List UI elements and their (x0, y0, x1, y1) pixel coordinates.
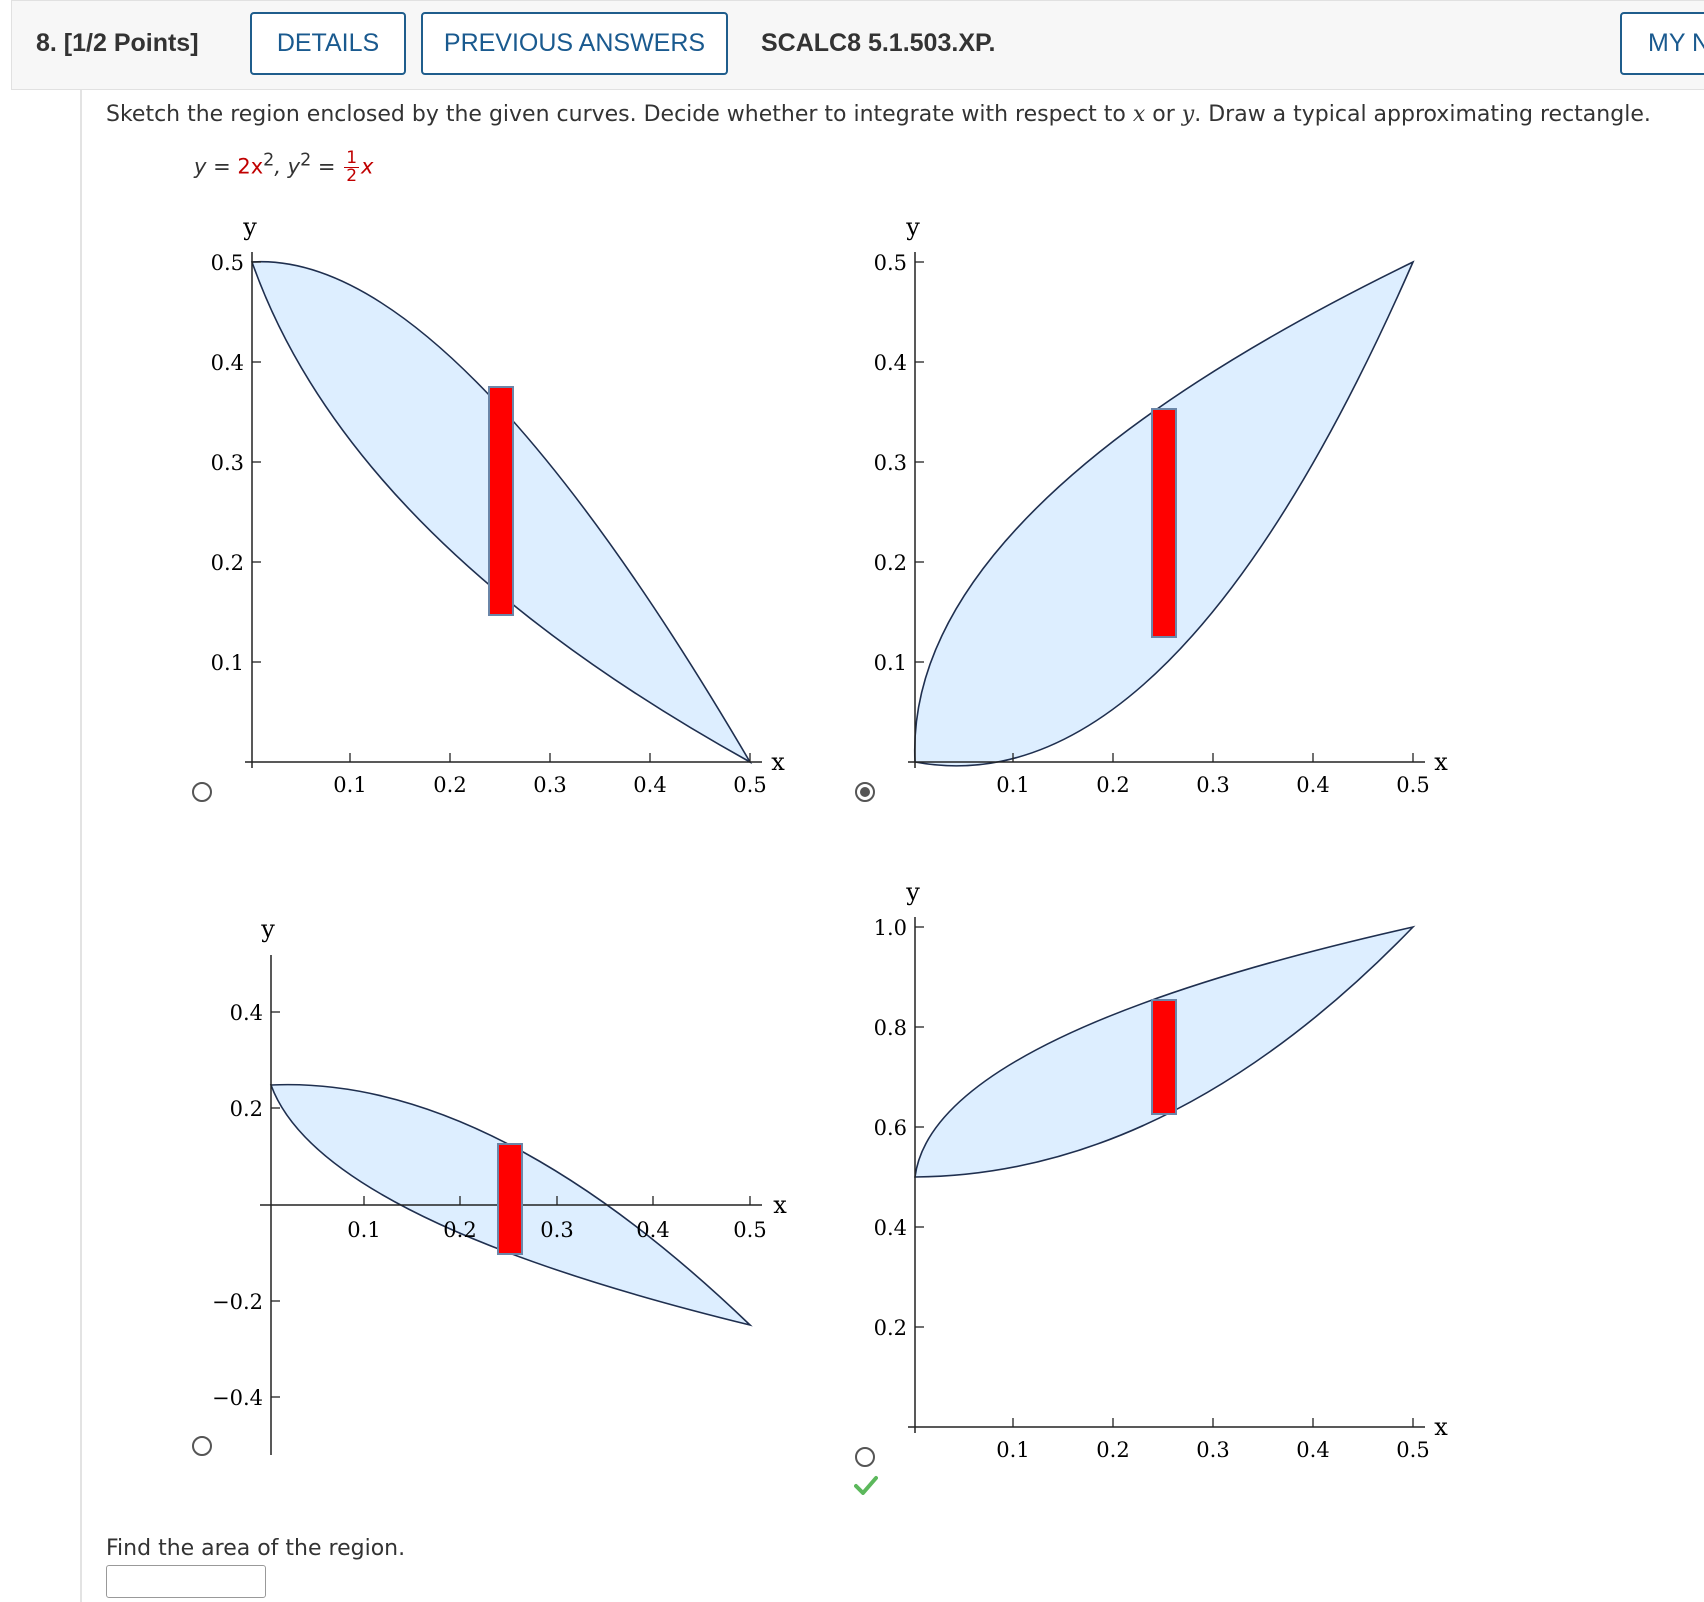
y-tick-label: 0.2 (874, 1316, 907, 1340)
x-tick-label: 0.2 (1096, 1438, 1129, 1462)
y-tick-label: 0.3 (874, 451, 907, 475)
y-tick-label: 0.2 (211, 551, 244, 575)
y-tick-label: 0.1 (874, 651, 907, 675)
y-tick-label: −0.2 (212, 1290, 263, 1314)
x-tick-label: 0.1 (333, 773, 366, 797)
plot-choice-d: y x 1.0 0.8 0.6 0.4 0.2 0.1 0.2 0.3 0.4 … (874, 878, 1449, 1462)
choice-a-radio[interactable] (192, 782, 212, 802)
y-tick-label: 0.5 (874, 251, 907, 275)
fraction-denominator: 2 (346, 166, 358, 186)
approximating-rectangle (488, 386, 514, 616)
var-y: y (1181, 102, 1195, 127)
x-tick-label: 0.4 (633, 773, 666, 797)
x-tick-label: 0.1 (996, 1438, 1029, 1462)
x-axis-label: x (773, 1191, 787, 1219)
eq-rhs1: 2x (237, 154, 264, 179)
plot-choice-c: y x 0.4 0.2 −0.2 −0.4 0.1 0.2 0.3 0.4 0.… (212, 915, 787, 1455)
choice-b-radio[interactable] (855, 782, 875, 802)
eq-equals: = (311, 154, 343, 179)
x-axis-label: x (1434, 1413, 1448, 1441)
plot-choice-a: y x 0.5 0.4 0.3 0.2 0.1 0.1 0.2 0.3 0.4 … (211, 213, 786, 797)
tick-marks (252, 261, 751, 762)
eq-exp2: 2 (300, 150, 312, 171)
y-tick-label: 0.6 (874, 1116, 907, 1140)
x-axis-label: x (771, 748, 785, 776)
content-border (80, 90, 82, 1602)
plot-choice-b: y x 0.5 0.4 0.3 0.2 0.1 0.1 0.2 0.3 0.4 … (874, 213, 1449, 797)
x-tick-label: 0.2 (1096, 773, 1129, 797)
y-tick-label: −0.4 (212, 1386, 263, 1410)
var-x: x (1132, 102, 1146, 127)
y-axis-label: y (905, 213, 920, 241)
y-tick-label: 0.5 (211, 251, 244, 275)
approximating-rectangle (1151, 408, 1177, 638)
x-tick-label: 0.2 (433, 773, 466, 797)
y-axis-label: y (260, 915, 275, 943)
y-tick-label: 0.4 (874, 1216, 907, 1240)
my-notes-button[interactable]: MY N (1620, 12, 1704, 75)
eq-rhs2: x (361, 154, 374, 179)
y-tick-label: 0.2 (874, 551, 907, 575)
eq-sep: , y (274, 154, 301, 179)
y-tick-label: 1.0 (874, 916, 907, 940)
x-tick-label: 0.5 (733, 1218, 766, 1242)
y-tick-label: 0.3 (211, 451, 244, 475)
x-tick-label: 0.5 (733, 773, 766, 797)
prompt-text: Sketch the region enclosed by the given … (106, 102, 1133, 127)
x-tick-label: 0.3 (1196, 773, 1229, 797)
question-number: 8. [1/2 Points] (36, 29, 199, 57)
question-header: 8. [1/2 Points] DETAILS PREVIOUS ANSWERS… (11, 0, 1704, 90)
previous-answers-button[interactable]: PREVIOUS ANSWERS (421, 12, 728, 75)
check-icon (854, 1476, 878, 1495)
x-tick-label: 0.2 (443, 1218, 476, 1242)
area-answer-input[interactable] (106, 1565, 266, 1598)
y-tick-label: 0.8 (874, 1016, 907, 1040)
x-axis-label: x (1434, 748, 1448, 776)
x-tick-label: 0.5 (1396, 773, 1429, 797)
y-tick-label: 0.4 (230, 1001, 263, 1025)
approximating-rectangle (1151, 999, 1177, 1115)
question-prompt: Sketch the region enclosed by the given … (106, 102, 1651, 127)
x-tick-label: 0.4 (1296, 773, 1329, 797)
tick-marks (271, 1011, 751, 1398)
y-tick-label: 0.4 (211, 351, 244, 375)
prompt-text: . Draw a typical approximating rectangle… (1194, 102, 1651, 127)
x-tick-label: 0.4 (1296, 1438, 1329, 1462)
x-tick-label: 0.3 (540, 1218, 573, 1242)
x-tick-label: 0.3 (533, 773, 566, 797)
x-tick-label: 0.1 (347, 1218, 380, 1242)
y-tick-label: 0.1 (211, 651, 244, 675)
x-tick-label: 0.5 (1396, 1438, 1429, 1462)
y-axis-label: y (242, 213, 257, 241)
x-tick-label: 0.3 (1196, 1438, 1229, 1462)
prompt-text: or (1145, 102, 1182, 127)
details-button[interactable]: DETAILS (250, 12, 406, 75)
eq-exp1: 2 (263, 150, 275, 171)
area-question-label: Find the area of the region. (106, 1536, 406, 1561)
tick-marks (915, 261, 1414, 762)
fraction-numerator: 1 (344, 148, 360, 168)
choice-c-radio[interactable] (192, 1436, 212, 1456)
x-tick-label: 0.4 (636, 1218, 669, 1242)
approximating-rectangle (497, 1143, 523, 1255)
eq-lhs: y = (194, 154, 238, 179)
tick-marks (915, 926, 1414, 1427)
y-tick-label: 0.4 (874, 351, 907, 375)
choice-d-radio[interactable] (855, 1447, 875, 1467)
y-tick-label: 0.2 (230, 1097, 263, 1121)
y-axis-label: y (905, 878, 920, 906)
question-id: SCALC8 5.1.503.XP. (761, 29, 996, 57)
x-tick-label: 0.1 (996, 773, 1029, 797)
